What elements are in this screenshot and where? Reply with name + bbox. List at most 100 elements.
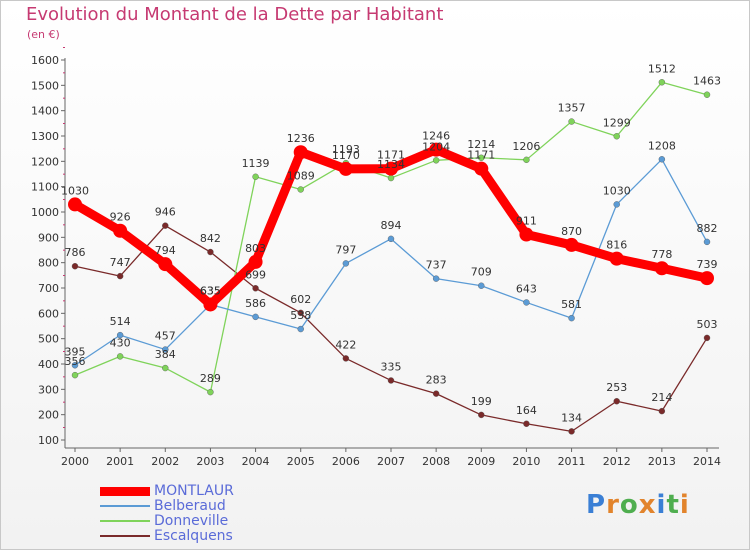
data-point-montlaur	[203, 297, 218, 312]
data-label-belberaud: 586	[245, 297, 266, 310]
data-label-montlaur: 926	[110, 211, 131, 224]
data-label-belberaud: 882	[697, 222, 718, 235]
data-label-belberaud: 709	[471, 266, 492, 279]
data-label-donneville: 1089	[287, 169, 315, 182]
data-point-donneville	[297, 186, 304, 193]
data-label-donneville: 1206	[512, 140, 540, 153]
y-tick-label: 500	[38, 333, 59, 346]
data-label-escalquens: 199	[471, 395, 492, 408]
data-label-belberaud: 737	[426, 259, 447, 272]
y-tick-label: 400	[38, 358, 59, 371]
data-point-donneville	[568, 118, 575, 125]
legend-label: Escalquens	[154, 528, 233, 544]
data-point-donneville	[162, 364, 169, 372]
proxiti-logo: Proxiti	[586, 490, 690, 520]
x-tick-label: 2001	[106, 455, 134, 468]
data-point-belberaud	[568, 314, 575, 322]
data-point-montlaur	[384, 161, 398, 176]
data-point-escalquens	[613, 398, 620, 405]
data-point-belberaud	[658, 156, 666, 163]
data-label-escalquens: 164	[516, 404, 537, 417]
x-tick-label: 2011	[558, 455, 586, 468]
data-point-escalquens	[568, 428, 575, 435]
data-point-donneville	[116, 353, 124, 360]
logo-letter: i	[679, 490, 690, 520]
data-point-donneville	[658, 79, 666, 86]
data-label-escalquens: 214	[651, 391, 672, 404]
data-label-montlaur: 635	[200, 284, 221, 297]
data-label-escalquens: 699	[245, 268, 266, 281]
data-point-montlaur	[248, 254, 263, 269]
data-label-belberaud: 894	[381, 219, 402, 232]
data-label-escalquens: 422	[335, 338, 356, 351]
data-point-montlaur	[113, 223, 128, 238]
data-point-belberaud	[432, 275, 440, 282]
legend-item-belberaud: Belberaud	[100, 499, 226, 513]
data-point-escalquens	[342, 355, 350, 362]
y-tick-label: 100	[38, 434, 59, 447]
x-tick-label: 2002	[151, 455, 179, 468]
legend-item-escalquens: Escalquens	[100, 529, 233, 543]
x-tick-label: 2013	[648, 455, 676, 468]
data-point-escalquens	[207, 248, 214, 256]
data-point-donneville	[387, 174, 395, 182]
x-tick-label: 2005	[287, 455, 315, 468]
data-point-escalquens	[432, 390, 440, 397]
data-point-escalquens	[478, 411, 485, 419]
data-label-montlaur: 911	[516, 215, 537, 228]
data-point-montlaur	[158, 257, 173, 272]
logo-letter: r	[606, 490, 620, 520]
legend-label: Donneville	[154, 513, 229, 529]
data-label-montlaur: 1170	[332, 149, 360, 162]
logo-letter: x	[638, 490, 657, 520]
data-label-donneville: 1463	[693, 75, 721, 88]
data-label-montlaur: 739	[697, 258, 718, 271]
x-tick-label: 2000	[61, 455, 89, 468]
data-label-escalquens: 335	[381, 360, 402, 373]
x-tick-label: 2014	[693, 455, 721, 468]
y-tick-label: 1600	[31, 54, 59, 67]
y-tick-label: 600	[38, 307, 59, 320]
data-label-belberaud: 457	[155, 330, 176, 343]
x-tick-label: 2003	[196, 455, 224, 468]
legend-swatch	[100, 486, 150, 496]
data-label-donneville: 1204	[422, 140, 450, 153]
data-label-belberaud: 1208	[648, 139, 676, 152]
x-tick-label: 2007	[377, 455, 405, 468]
data-label-belberaud: 538	[290, 309, 311, 322]
legend-label: MONTLAUR	[154, 483, 234, 499]
data-point-belberaud	[116, 331, 124, 339]
data-label-belberaud: 395	[65, 345, 86, 358]
data-point-belberaud	[523, 299, 530, 306]
y-tick-label: 900	[38, 231, 59, 244]
data-label-montlaur: 1030	[61, 184, 89, 197]
data-label-escalquens: 747	[110, 256, 131, 269]
chart-unit: (en €)	[27, 28, 60, 41]
data-point-donneville	[432, 157, 440, 164]
data-label-donneville: 1193	[332, 143, 360, 156]
data-point-escalquens	[162, 222, 169, 229]
data-point-escalquens	[387, 377, 395, 384]
chart-title: Evolution du Montant de la Dette par Hab…	[26, 4, 444, 25]
data-label-donneville: 356	[65, 355, 86, 368]
x-tick-label: 2006	[332, 455, 360, 468]
data-label-montlaur: 778	[651, 248, 672, 261]
data-label-montlaur: 803	[245, 242, 266, 255]
y-tick-label: 1300	[31, 130, 59, 143]
data-point-montlaur	[654, 261, 669, 276]
data-label-donneville: 1512	[648, 62, 676, 75]
y-tick-label: 800	[38, 257, 59, 270]
data-label-belberaud: 635	[200, 284, 221, 297]
data-point-escalquens	[252, 285, 259, 292]
data-label-escalquens: 253	[606, 381, 627, 394]
data-point-montlaur	[700, 271, 714, 286]
data-point-belberaud	[297, 325, 304, 333]
y-tick-label: 700	[38, 282, 59, 295]
data-label-belberaud: 643	[516, 282, 537, 295]
logo-letter: o	[619, 490, 639, 520]
data-point-donneville	[478, 154, 485, 161]
x-tick-label: 2008	[422, 455, 450, 468]
data-label-montlaur: 1171	[377, 149, 405, 162]
